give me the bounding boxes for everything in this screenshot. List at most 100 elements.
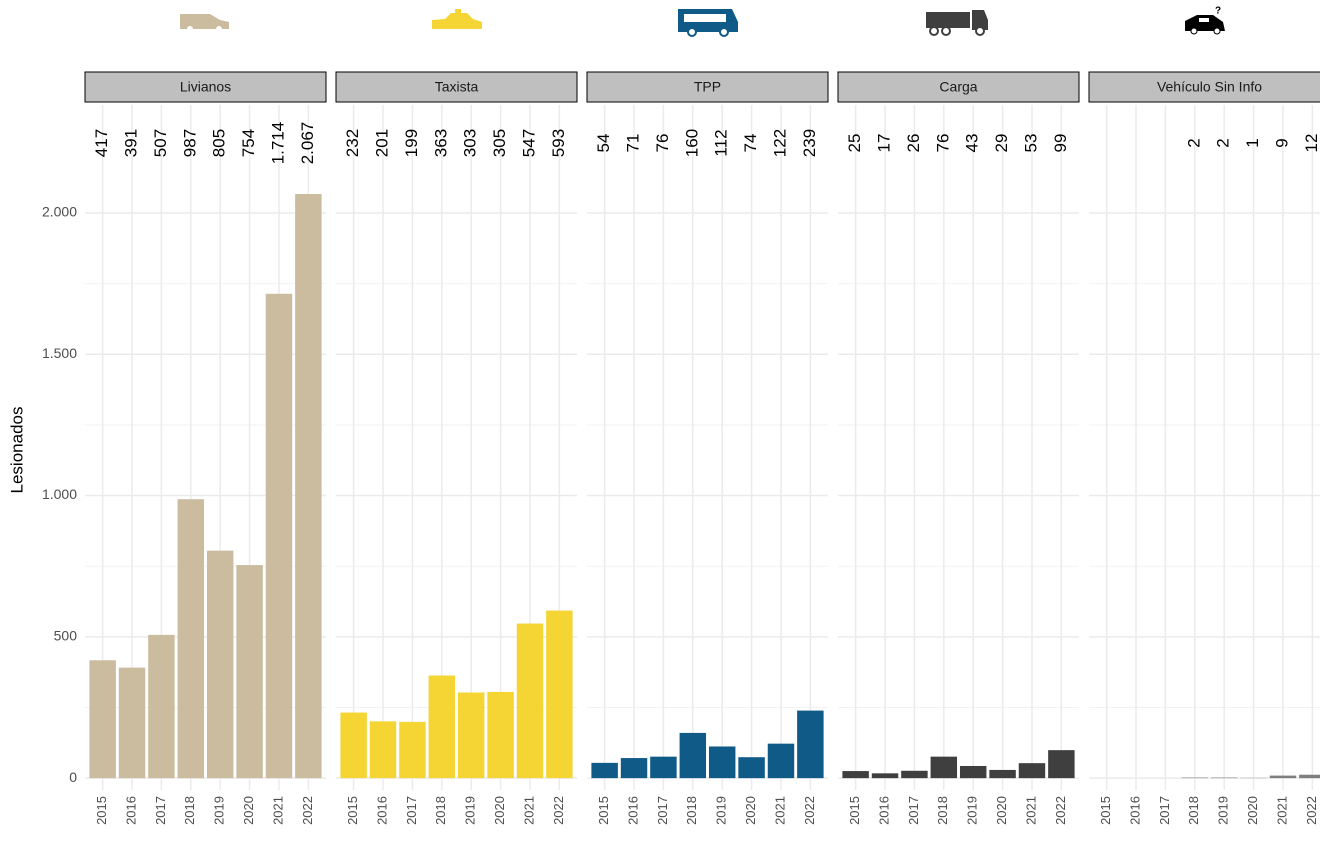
icon-taxi [432,9,482,29]
value-label: 26 [904,134,923,153]
x-tick-label: 2017 [404,796,419,825]
x-tick-label: 2022 [1304,796,1319,825]
value-label: 9 [1272,138,1291,147]
panel: Vehículo Sin Info 2015 2016 2017 2018 2 2019 2 2… [1088,71,1320,825]
icons: ? [180,6,1225,37]
strip [586,71,829,103]
value-label: 593 [549,129,568,157]
value-label: 112 [712,129,731,156]
x-tick-label: 2015 [847,796,862,825]
bar [930,756,958,779]
bar [428,675,456,779]
bar [708,746,736,779]
value-label: 507 [151,129,170,157]
value-label: 99 [1051,134,1070,153]
bar [369,721,397,779]
value-label: 303 [461,129,480,157]
strip-label: Vehículo Sin Info [1157,79,1262,95]
bar [650,756,677,779]
x-tick-label: 2019 [463,796,478,825]
icon-car [180,14,229,32]
strip-label: Taxista [435,79,479,95]
icon-bus [678,9,738,37]
value-label: 74 [741,134,760,153]
bar [487,691,514,779]
x-tick-label: 2022 [551,796,566,825]
value-label: 2 [1214,138,1233,147]
value-label: 987 [180,129,199,157]
bar [457,692,485,779]
value-label: 2 [1184,138,1203,147]
x-tick-label: 2015 [1098,796,1113,825]
strip-label: Livianos [180,79,231,95]
y-tick-label: 2.000 [42,204,77,220]
value-label: 160 [682,129,701,157]
value-label: 17 [875,134,894,153]
x-tick-label: 2022 [1053,796,1068,825]
strip [335,71,578,103]
x-tick-label: 2019 [212,796,227,825]
value-label: 201 [373,129,392,157]
bar [340,712,367,779]
value-label: 12 [1302,134,1320,153]
bar [1181,777,1209,779]
bar [295,194,322,779]
x-tick-label: 2015 [345,796,360,825]
panel: Carga 2015 25 2016 17 2017 26 2018 76 2019 43 2020 2… [837,71,1080,825]
value-label: 76 [933,134,952,153]
panel: TPP 2015 54 2016 71 2017 76 2018 160 2019 112 2020 7… [586,71,829,825]
bar [89,660,116,779]
x-tick-label: 2016 [1127,796,1142,825]
value-label: 76 [653,134,672,153]
bar [767,743,795,779]
x-tick-label: 2021 [1274,796,1289,825]
bar [516,623,544,779]
y-tick-label: 1.500 [42,345,77,361]
bar [591,762,618,779]
value-label: 547 [519,129,538,157]
bar [679,732,707,779]
strip [1088,71,1320,103]
svg-text:?: ? [1215,6,1221,17]
strip-label: TPP [694,79,721,95]
x-tick-label: 2021 [1023,796,1038,825]
bar [989,769,1016,779]
x-tick-label: 2015 [596,796,611,825]
x-tick-label: 2016 [625,796,640,825]
panel: Taxista 2015 232 2016 201 2017 199 2018 363 2019 3… [335,71,578,825]
value-label: 122 [770,129,789,157]
y-tick-label: 0 [69,769,77,785]
strip [837,71,1080,103]
value-label: 232 [343,129,362,157]
bar [206,550,234,779]
y-axis-label: Lesionados [7,407,26,494]
value-label: 363 [431,129,450,157]
x-tick-label: 2017 [1157,796,1172,825]
value-label: 239 [800,129,819,157]
bar [871,773,899,779]
x-tick-label: 2020 [241,796,256,825]
bar [842,771,869,779]
x-tick-label: 2021 [521,796,536,825]
value-label: 417 [92,129,111,157]
panel: Livianos 2015 417 2016 391 2017 507 2018 987 2019… [84,71,327,825]
x-tick-label: 2017 [906,796,921,825]
icon-unknown-car: ? [1185,6,1225,35]
icon-truck [926,10,988,36]
x-tick-label: 2016 [374,796,389,825]
bar [118,667,146,779]
bar [546,610,573,779]
x-tick-label: 2017 [153,796,168,825]
value-label: 25 [845,134,864,153]
bar [399,721,426,779]
value-label: 53 [1021,134,1040,153]
x-tick-label: 2018 [182,796,197,825]
value-label: 54 [594,134,613,153]
bar [797,710,824,779]
bar [1299,774,1320,779]
x-tick-label: 2018 [684,796,699,825]
bar [1018,763,1046,779]
bar [1210,777,1238,779]
x-tick-label: 2019 [1216,796,1231,825]
x-tick-label: 2020 [1245,796,1260,825]
